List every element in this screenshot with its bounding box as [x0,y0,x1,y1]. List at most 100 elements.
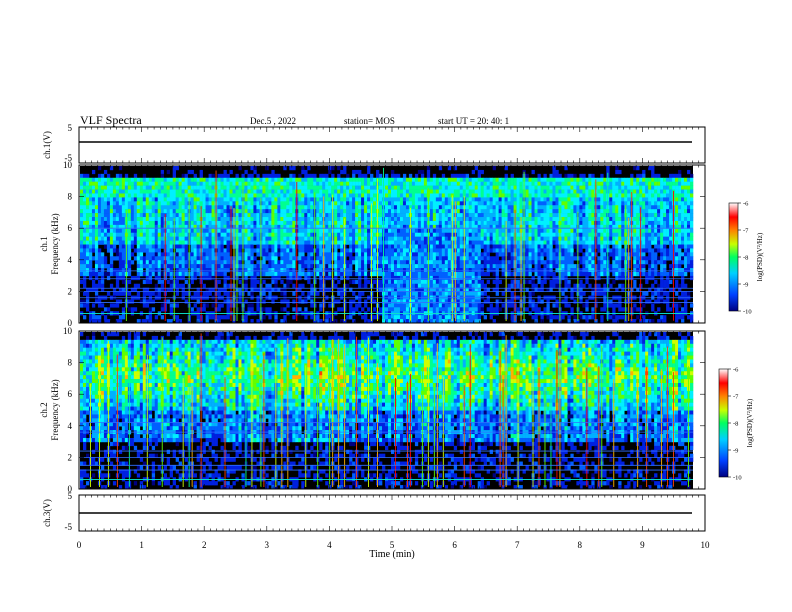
spectrogram-cell [157,248,162,253]
spectrogram-cell [510,319,514,324]
spectrogram-cell [190,193,194,198]
spectrogram-cell [145,185,150,190]
spectrogram-cell [133,248,138,253]
spectrogram-cell [411,228,416,234]
spectrogram-cell [151,264,156,269]
spectrogram-cell [220,252,224,257]
spectrogram-cell [390,271,395,277]
spectrogram-cell [181,256,185,261]
spectrogram-cell [316,260,320,265]
spectrogram-cell [289,189,293,194]
spectrogram-cell [402,224,407,230]
spectrogram-cell [202,271,206,277]
spectrogram-cell [447,166,452,171]
spectrogram-cell [447,217,452,222]
spectrogram-cell [118,197,123,202]
spectrogram-cell [82,201,87,206]
spectrogram-cell [274,189,278,194]
spectrogram-cell [139,256,144,261]
spectrogram-cell [184,291,188,296]
spectrogram-cell [97,236,102,241]
spectrogram-cell [358,275,362,281]
spectrogram-cell [241,177,245,182]
spectrogram-cell [465,205,470,210]
spectrogram-cell [477,299,481,304]
spectrogram-cell [325,193,329,198]
spectrogram-cell [390,279,395,285]
spectrogram-cell [352,185,356,190]
spectrogram-cell [364,264,368,269]
spectrogram-cell [417,201,422,206]
spectrogram-cell [193,252,197,257]
spectrogram-cell [244,177,248,182]
spectrogram-cell [94,240,99,245]
spectrogram-cell [492,213,496,218]
spectrogram-cell [148,248,153,253]
spectrogram-cell [444,209,449,214]
spectrogram-cell [271,236,275,241]
spectrogram-cell [223,240,227,245]
spectrogram-cell [316,201,320,206]
spectrogram-cell [358,193,362,198]
spectrogram-cell [94,201,99,206]
spectrogram-cell [88,244,93,249]
spectrogram-cell [486,260,490,265]
spectrogram-cell [238,279,242,285]
spectrogram-cell [262,260,266,265]
spectrogram-cell [510,205,514,210]
spectrogram-cell [393,307,398,312]
spectrogram-cell [420,252,425,257]
spectrogram-cell [154,271,159,277]
spectrogram-cell [337,287,341,292]
spectrogram-cell [106,291,111,296]
spectrogram-cell [417,283,422,288]
spectrogram-cell [274,260,278,265]
spectrogram-cell [151,193,156,198]
spectrogram-cell [166,287,171,292]
spectrogram-cell [429,279,434,285]
spectrogram-cell [112,181,117,186]
spectrogram-cell [217,185,221,190]
spectrogram-cell [444,201,449,206]
spectrogram-cell [495,240,499,245]
spectrogram-cell [405,319,410,324]
spectrogram-cell [349,205,353,210]
spectrogram-cell [486,279,490,285]
spectrogram-cell [447,307,452,312]
spectrogram-cell [423,189,428,194]
spectrogram-cell [163,185,168,190]
spectrogram-cell [462,189,467,194]
spectrogram-cell [420,217,425,222]
spectrogram-cell [277,189,281,194]
spectrogram-cell [202,177,206,182]
spectrogram-cell [124,189,129,194]
spectrogram-cell [235,213,239,218]
spectrogram-cell [468,240,473,245]
spectrogram-cell [283,217,287,222]
spectrogram-cell [301,220,305,226]
spectrogram-cell [471,220,476,226]
spectrogram-cell [489,181,493,186]
spectrogram-cell [247,307,251,312]
spectrogram-cell [289,240,293,245]
spectrogram-cell [220,287,224,292]
spectrogram-cell [211,217,215,222]
spectrogram-cell [393,189,398,194]
spectrogram-cell [453,166,458,171]
spectrogram-cell [477,205,481,210]
spectrogram-cell [283,283,287,288]
spectrogram-cell [220,271,224,277]
spectrogram-cell [477,173,481,179]
spectrogram-cell [489,240,493,245]
spectrogram-cell [205,291,209,296]
spectrogram-cell [193,303,197,308]
spectrogram-cell [367,189,371,194]
spectrogram-cell [459,315,464,320]
spectrogram-cell [265,283,269,288]
spectrogram-cell [133,213,138,218]
spectrogram-cell [118,291,123,296]
spectrogram-cell [364,228,368,234]
spectrogram-cell [468,217,473,222]
spectrogram-cell [396,209,401,214]
spectrogram-cell [265,236,269,241]
